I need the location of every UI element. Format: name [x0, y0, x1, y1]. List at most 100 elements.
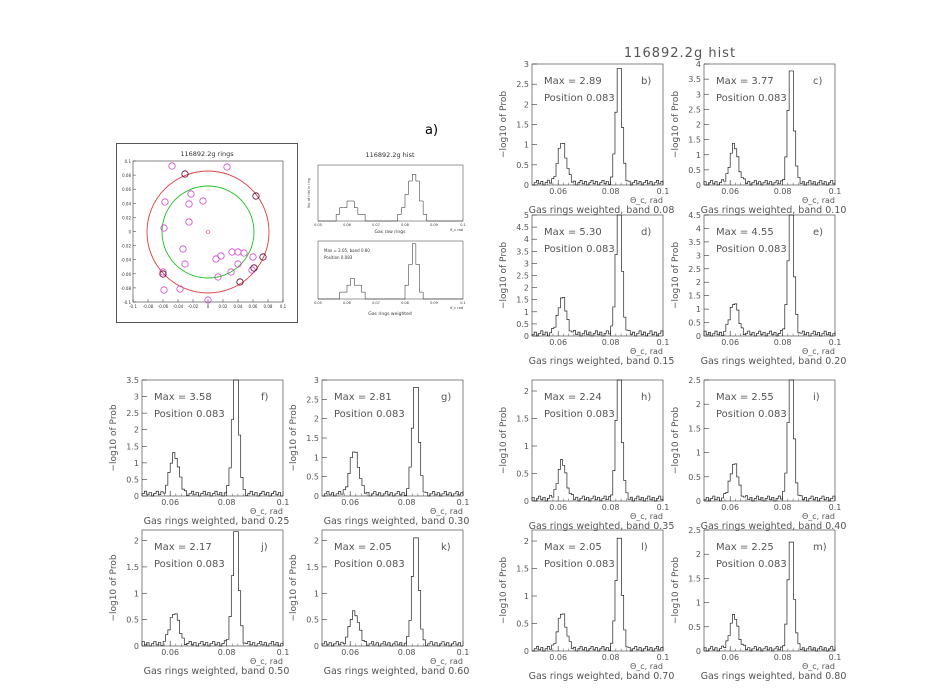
hit-marker-dark [259, 253, 267, 261]
xlabel: Gas rings weighted, band 0.30 [324, 516, 470, 527]
ytick-label: 2.5 [126, 409, 139, 418]
inset-xtick-label: 0.05 [314, 223, 322, 227]
hit-marker [217, 252, 225, 260]
max-label: Max = 3.77 [716, 76, 774, 87]
panel-letter: f) [261, 392, 269, 403]
inset-xtick-label: 0.09 [430, 301, 438, 305]
position-label: Position 0.083 [716, 409, 787, 420]
histogram-panel: 0 0.5 1 1.5 2 2.5 3 3.5 4 4.5 5 0.06 0.08 0.1 Max = 5.… [499, 211, 674, 367]
ytick-label: 4 [696, 60, 701, 69]
xunit: Θ_c, rad [802, 347, 835, 356]
max-label: Max = 2.17 [154, 542, 212, 553]
hit-marker [159, 268, 167, 276]
ytick-label: 2 [314, 537, 319, 546]
ytick-label: 1 [524, 592, 529, 601]
ytick-label: 0.5 [306, 473, 319, 482]
position-label: Position 0.083 [334, 559, 405, 570]
xtick-label: 0.1 [657, 503, 670, 512]
position-label: Position 0.083 [716, 93, 787, 104]
ytick-label: 3 [696, 251, 701, 260]
hit-marker [199, 197, 207, 205]
hit-marker [234, 260, 242, 268]
xtick-label: 0.08 [398, 498, 416, 507]
xtick-label: 0.06 [721, 653, 739, 662]
ytick-label: 0.5 [126, 616, 139, 625]
ylabel: −log10 of Prob [671, 242, 681, 309]
ylabel: −log10 of Prob [499, 91, 509, 158]
rings-ytick-label: -0.02 [121, 244, 132, 249]
histogram-line [703, 379, 836, 502]
xtick-label: 0.08 [218, 498, 236, 507]
xunit: Θ_c, rad [802, 196, 835, 205]
ylabel: −log10 of Prob [109, 554, 119, 621]
inset-top-ylabel: No. of hits in ring [307, 178, 311, 208]
ytick-label: 1.5 [516, 121, 529, 130]
xtick-label: 0.08 [602, 503, 620, 512]
panel-letter: j) [260, 542, 268, 553]
xunit: Θ_c, rad [802, 662, 835, 671]
ytick-label: 0 [524, 647, 529, 656]
hit-marker [185, 218, 193, 226]
ytick-label: 2 [134, 537, 139, 546]
hit-marker [248, 266, 256, 274]
ytick-label: 0 [524, 181, 529, 190]
ylabel: −log10 of Prob [109, 404, 119, 471]
rings-xtick-label: 0.06 [249, 304, 258, 309]
ytick-label: 0.5 [516, 470, 529, 479]
hit-marker [161, 198, 169, 206]
rings-xtick-label: -0.02 [188, 304, 199, 309]
rings-title: 116892.2g rings [180, 150, 234, 158]
hit-marker [249, 253, 257, 261]
inset-hist-title: 116892.2g hist [365, 151, 415, 159]
max-label: Max = 2.25 [716, 542, 774, 553]
rings-xtick-label: -0.08 [143, 304, 154, 309]
xtick-label: 0.1 [277, 648, 290, 657]
xunit: Θ_c, rad [250, 657, 283, 666]
ytick-label: 4.5 [688, 211, 701, 220]
histogram-line [141, 531, 284, 647]
ytick-label: 2 [524, 284, 529, 293]
inset-top-xlabel: Gas raw rings [375, 229, 407, 235]
xtick-label: 0.08 [602, 653, 620, 662]
position-label: Position 0.083 [716, 559, 787, 570]
ytick-label: 0 [134, 492, 139, 501]
ylabel: −log10 of Prob [671, 557, 681, 624]
histogram-panel: 0 0.5 1 1.5 2 2.5 3 3.5 0.06 0.08 0.1 Max = 3.58 Pos… [109, 376, 289, 527]
ytick-label: 2.5 [688, 105, 701, 114]
ytick-label: 3 [524, 259, 529, 268]
hit-marker [160, 224, 168, 232]
histogram-panel: 0 0.5 1 1.5 2 0.06 0.08 0.1 Max = 2.05 Position 0… [499, 529, 674, 682]
ytick-label: 1 [524, 308, 529, 317]
ytick-label: 2 [314, 415, 319, 424]
rings-ytick-label: 0 [128, 230, 131, 235]
ytick-label: 2 [524, 537, 529, 546]
histogram-line [532, 537, 664, 652]
ytick-label: 2 [524, 387, 529, 396]
panel-letter: b) [641, 76, 651, 87]
max-label: Max = 5.30 [544, 227, 602, 238]
ytick-label: 2 [696, 121, 701, 130]
xtick-label: 0.06 [721, 338, 739, 347]
xlabel: Gas rings weighted, band 0.35 [529, 521, 675, 532]
hit-marker-dark [250, 264, 258, 272]
rings-plot: 116892.2g rings 0.1 0.08 0.06 0.04 0.02 0 -0.02… [121, 150, 287, 309]
panel-frame [141, 529, 284, 647]
rings-ytick-label: 0.08 [122, 173, 131, 178]
ytick-label: 0.5 [516, 620, 529, 629]
ytick-label: 0 [134, 642, 139, 651]
xtick-label: 0.1 [829, 653, 842, 662]
panel-letter: m) [813, 542, 827, 553]
inset-xtick-label: 0.06 [343, 301, 351, 305]
position-label: Position 0.083 [334, 409, 405, 420]
xtick-label: 0.06 [549, 187, 567, 196]
histogram-panel: 0 0.5 1 1.5 2 2.5 3 0.06 0.08 0.1 Max = 2.89 Positi… [499, 60, 674, 216]
ytick-label: 4.5 [516, 223, 529, 232]
ytick-label: 1 [314, 453, 319, 462]
xtick-label: 0.1 [657, 338, 670, 347]
ytick-label: 0.5 [516, 161, 529, 170]
inset-max-label: Max = 2.05, band 0.60 [324, 248, 370, 253]
histogram-panel: 0 0.5 1 1.5 2 2.5 0.06 0.08 0.1 Max = 2.55 Positio… [671, 376, 846, 532]
panel-letter: g) [441, 392, 451, 403]
